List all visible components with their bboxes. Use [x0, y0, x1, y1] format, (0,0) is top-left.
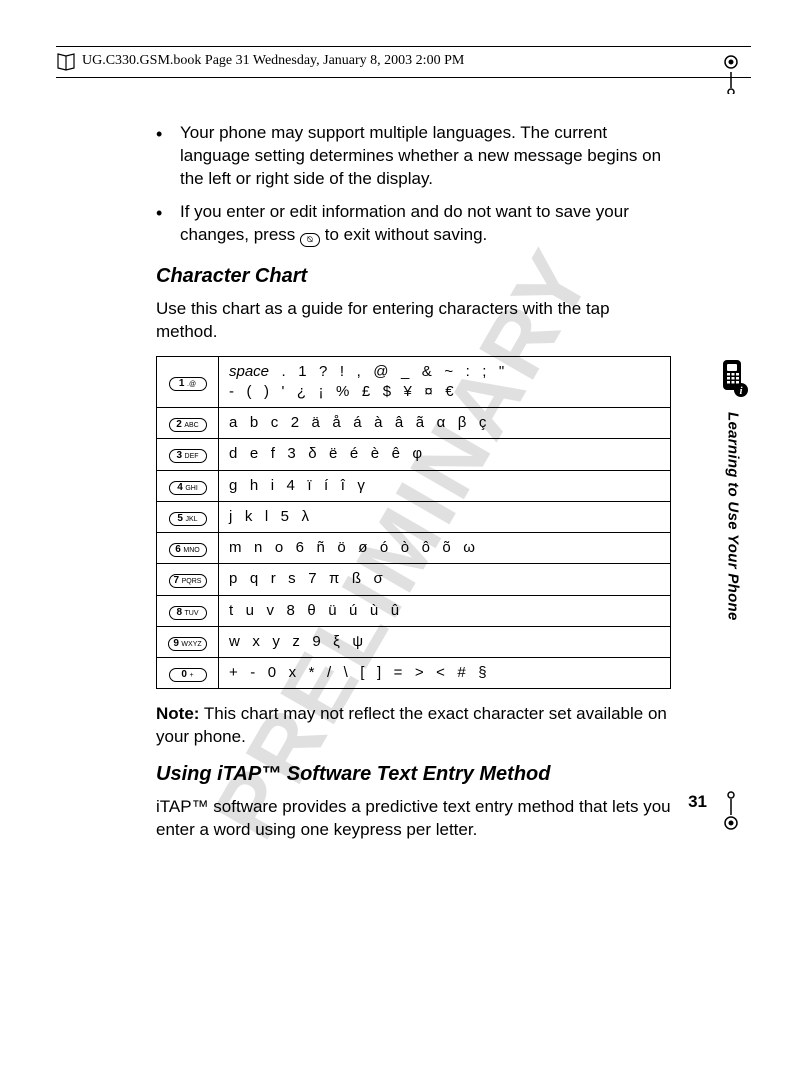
header-bottom-rule	[56, 77, 751, 78]
key-cell: 7 PQRS	[157, 564, 219, 595]
keycap-icon: 3 DEF	[169, 449, 207, 463]
section-intro: Use this chart as a guide for entering c…	[156, 298, 671, 344]
chars-cell: t u v 8 θ ü ú ù û	[219, 595, 671, 626]
chars-cell: j k l 5 λ	[219, 501, 671, 532]
key-cell: 4 GHI	[157, 470, 219, 501]
main-content: • Your phone may support multiple langua…	[156, 122, 671, 842]
keycap-icon: 2 ABC	[169, 418, 207, 432]
table-row: 8 TUV t u v 8 θ ü ú ù û	[157, 595, 671, 626]
section-title-character-chart: Character Chart	[156, 263, 671, 290]
page-number: 31	[688, 792, 707, 812]
bullet-marker: •	[156, 201, 180, 247]
bullet-text-part: to exit without saving.	[325, 225, 488, 244]
table-row: 6 MNO m n o 6 ñ ö ø ó ò ô õ ω	[157, 533, 671, 564]
table-row: 2 ABC a b c 2 ä å á à â ã α β ç	[157, 408, 671, 439]
table-row: 7 PQRS p q r s 7 π ß σ	[157, 564, 671, 595]
header-bar: UG.C330.GSM.book Page 31 Wednesday, Janu…	[56, 47, 751, 77]
corner-ornament-top	[721, 54, 751, 99]
keycap-icon: 9 WXYZ	[168, 637, 206, 651]
bullet-marker: •	[156, 122, 180, 191]
phone-info-icon: i	[717, 360, 749, 398]
header-text: UG.C330.GSM.book Page 31 Wednesday, Janu…	[82, 53, 464, 69]
chars-cell: d e f 3 δ ë é è ê φ	[219, 439, 671, 470]
chars-cell: m n o 6 ñ ö ø ó ò ô õ ω	[219, 533, 671, 564]
chars-cell: w x y z 9 ξ ψ	[219, 626, 671, 657]
section-title-itap: Using iTAP™ Software Text Entry Method	[156, 761, 671, 788]
keycap-icon: 8 TUV	[169, 606, 207, 620]
end-key-icon: ⦰	[300, 233, 320, 247]
note-label: Note:	[156, 704, 199, 723]
note-paragraph: Note: This chart may not reflect the exa…	[156, 703, 671, 749]
key-cell: 9 WXYZ	[157, 626, 219, 657]
key-cell: 3 DEF	[157, 439, 219, 470]
chars-cell: + - 0 x * / \ [ ] = > < # §	[219, 658, 671, 689]
key-cell: 2 ABC	[157, 408, 219, 439]
keycap-icon: 6 MNO	[169, 543, 207, 557]
chars-cell: p q r s 7 π ß σ	[219, 564, 671, 595]
page-container: UG.C330.GSM.book Page 31 Wednesday, Janu…	[0, 0, 807, 894]
bullet-text: Your phone may support multiple language…	[180, 122, 671, 191]
bullet-item: • Your phone may support multiple langua…	[156, 122, 671, 191]
character-chart-table: 1 .@ space . 1 ? ! , @ _ & ~ : ; "- ( ) '…	[156, 356, 671, 690]
table-row: 1 .@ space . 1 ? ! , @ _ & ~ : ; "- ( ) '…	[157, 356, 671, 408]
key-cell: 5 JKL	[157, 501, 219, 532]
section-text: iTAP™ software provides a predictive tex…	[156, 796, 671, 842]
chars-cell: g h i 4 ï í î γ	[219, 470, 671, 501]
bullet-text: If you enter or edit information and do …	[180, 201, 671, 247]
table-row: 3 DEF d e f 3 δ ë é è ê φ	[157, 439, 671, 470]
corner-ornament-bottom	[721, 791, 751, 836]
chars-cell: a b c 2 ä å á à â ã α β ç	[219, 408, 671, 439]
table-row: 0 + + - 0 x * / \ [ ] = > < # §	[157, 658, 671, 689]
bullet-item: • If you enter or edit information and d…	[156, 201, 671, 247]
side-section-label: Learning to Use Your Phone	[725, 412, 742, 621]
sidebar: i Learning to Use Your Phone	[717, 360, 749, 621]
keycap-icon: 5 JKL	[169, 512, 207, 526]
key-cell: 1 .@	[157, 356, 219, 408]
note-text: This chart may not reflect the exact cha…	[156, 704, 667, 746]
book-icon	[56, 51, 76, 71]
table-row: 4 GHI g h i 4 ï í î γ	[157, 470, 671, 501]
keycap-icon: 7 PQRS	[169, 574, 207, 588]
key-cell: 6 MNO	[157, 533, 219, 564]
chars-cell: space . 1 ? ! , @ _ & ~ : ; "- ( ) ' ¿ ¡…	[219, 356, 671, 408]
key-cell: 8 TUV	[157, 595, 219, 626]
table-row: 9 WXYZ w x y z 9 ξ ψ	[157, 626, 671, 657]
keycap-icon: 4 GHI	[169, 481, 207, 495]
bullet-list: • Your phone may support multiple langua…	[156, 122, 671, 247]
keycap-icon: 0 +	[169, 668, 207, 682]
keycap-icon: 1 .@	[169, 377, 207, 391]
table-row: 5 JKL j k l 5 λ	[157, 501, 671, 532]
key-cell: 0 +	[157, 658, 219, 689]
